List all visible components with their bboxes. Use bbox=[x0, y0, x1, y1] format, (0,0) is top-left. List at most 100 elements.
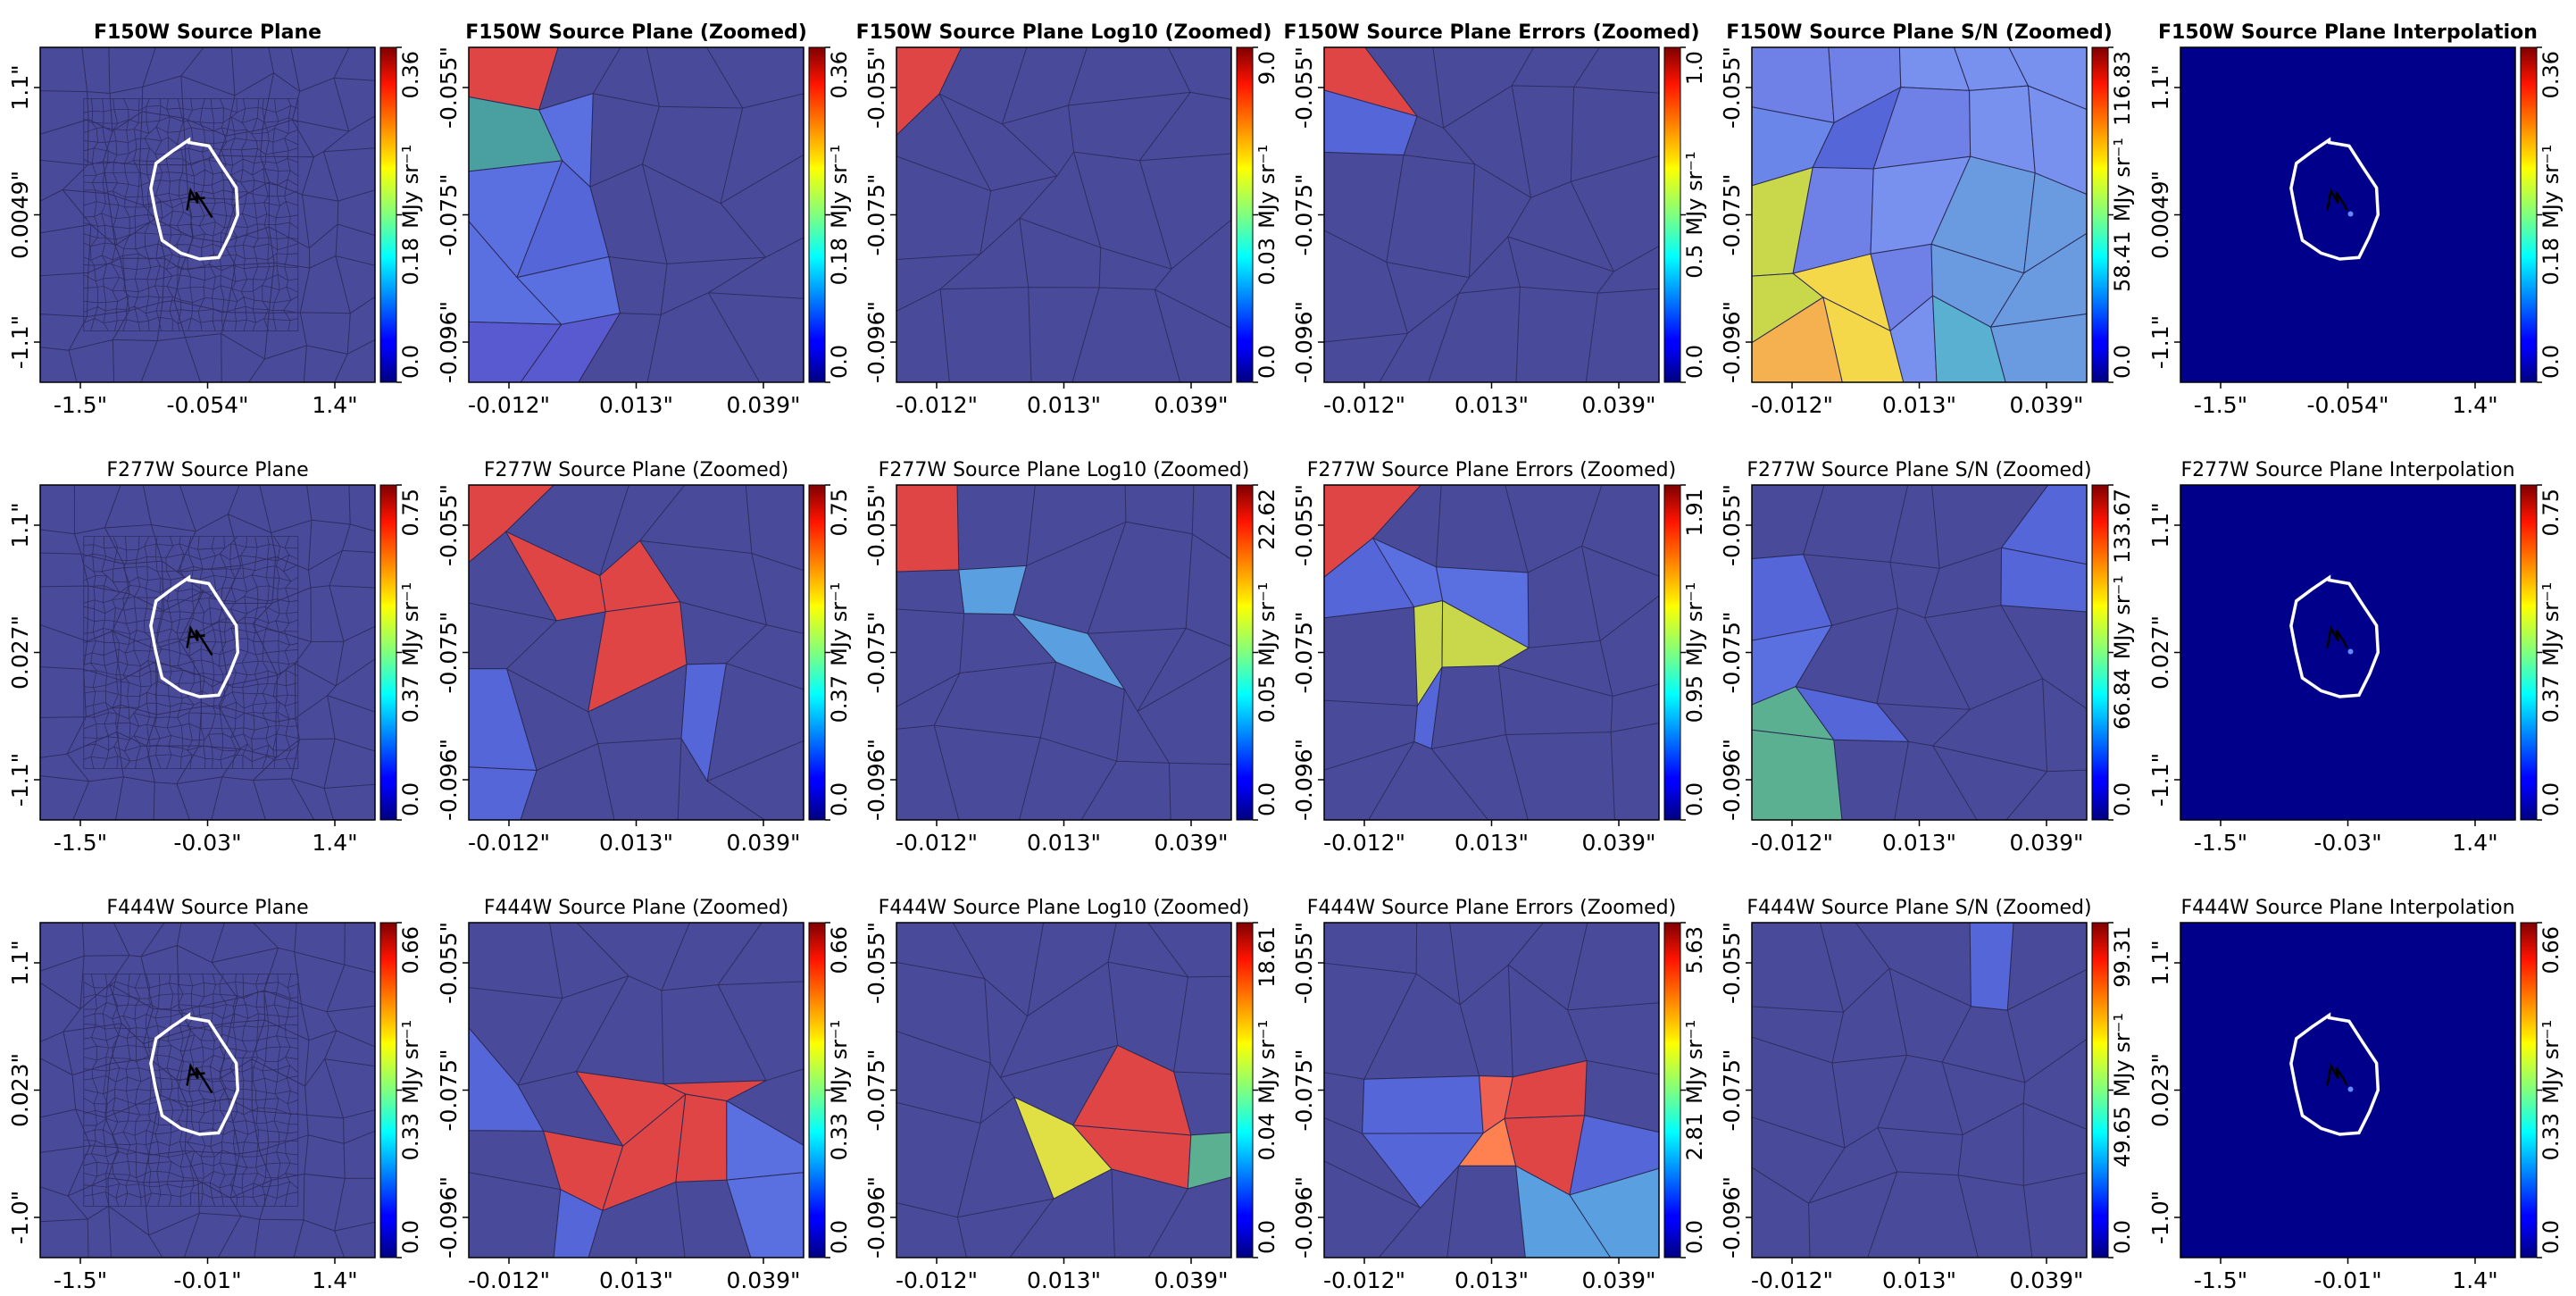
colorbar-unit: MJy sr⁻¹ bbox=[1255, 582, 1280, 666]
y-tick-label: -1.1" bbox=[2147, 315, 2173, 369]
colorbar-mid-value: 0.33 bbox=[398, 1113, 423, 1160]
colorbar bbox=[2091, 484, 2109, 821]
colorbar-tick-label: 0.0 bbox=[827, 1220, 852, 1254]
x-tick-label: 0.013" bbox=[1455, 1267, 1529, 1293]
colorbar bbox=[808, 922, 826, 1258]
colorbar-tick-label: 1.0 bbox=[1682, 51, 1707, 85]
panel-f150w-2: F150W Source Plane Log10 (Zoomed) -0.012"… bbox=[856, 21, 1280, 418]
highlighted-cell bbox=[1752, 296, 1843, 382]
x-tick-label: 0.039" bbox=[1154, 830, 1228, 856]
colorbar-mid-value: 0.5 bbox=[1682, 245, 1707, 279]
colorbar-mid-value: 0.18 bbox=[398, 238, 423, 285]
colorbar-tick-label: 0.0 bbox=[2538, 1220, 2563, 1254]
colorbar-mid-value: 0.33 bbox=[2538, 1113, 2563, 1160]
colorbar-label: 0.37 MJy sr⁻¹ bbox=[398, 582, 423, 723]
y-tick-label: -0.055" bbox=[863, 46, 889, 129]
colorbar-tick-label: 0.0 bbox=[2110, 782, 2135, 816]
x-tick-label: 0.013" bbox=[1027, 392, 1101, 418]
y-tick-label: -0.055" bbox=[436, 46, 462, 129]
panel-background bbox=[2180, 923, 2515, 1258]
highlighted-cell bbox=[680, 663, 727, 783]
panel-f444w-3: F444W Source Plane Errors (Zoomed) -0.012… bbox=[1291, 897, 1707, 1293]
y-tick-label: -0.075" bbox=[1719, 611, 1745, 693]
colorbar-mid-value: 0.37 bbox=[398, 675, 423, 723]
critical-curve bbox=[2326, 624, 2348, 649]
colorbar-tick-label: 0.0 bbox=[827, 345, 852, 379]
highlighted-cell bbox=[1969, 923, 2014, 1011]
y-tick-label: -0.075" bbox=[1291, 173, 1317, 255]
highlighted-cell bbox=[1822, 296, 1905, 382]
colorbar bbox=[808, 46, 826, 383]
y-tick-label: -0.075" bbox=[436, 173, 462, 255]
y-tick-label: -0.075" bbox=[1291, 1049, 1317, 1131]
colorbar-tick-label: 0.75 bbox=[398, 489, 423, 536]
colorbar-unit: MJy sr⁻¹ bbox=[398, 582, 423, 666]
panel-image bbox=[40, 485, 375, 820]
colorbar-label: 49.65 MJy sr⁻¹ bbox=[2110, 1013, 2135, 1167]
panel-f150w-0: F150W Source Plane -1.5" -0.054" 1.4" 1.1" 0.… bbox=[7, 21, 423, 418]
highlighted-cell bbox=[1361, 1133, 1485, 1209]
x-tick-label: 0.013" bbox=[1882, 392, 1956, 418]
x-tick-label: -0.012" bbox=[1751, 830, 1833, 856]
x-tick-label: 0.013" bbox=[1455, 392, 1529, 418]
colorbar-mid-value: 0.33 bbox=[827, 1113, 852, 1160]
x-tick-label: 0.039" bbox=[1581, 1267, 1655, 1293]
x-tick-label: 0.039" bbox=[1581, 392, 1655, 418]
y-tick-label: -0.096" bbox=[863, 739, 889, 821]
x-tick-label: 0.013" bbox=[1882, 1267, 1956, 1293]
colorbar bbox=[1236, 484, 1254, 821]
panel-title: F444W Source Plane Log10 (Zoomed) bbox=[879, 897, 1250, 919]
panel-image bbox=[896, 923, 1231, 1258]
highlighted-cell bbox=[1362, 1074, 1484, 1134]
colorbar-label: 0.37 MJy sr⁻¹ bbox=[2538, 582, 2563, 723]
x-tick-label: -0.01" bbox=[173, 1267, 241, 1293]
highlighted-cell bbox=[896, 485, 960, 573]
panel-title: F150W Source Plane Log10 (Zoomed) bbox=[856, 21, 1272, 44]
panel-image bbox=[40, 923, 375, 1258]
y-tick-label: -1.1" bbox=[7, 753, 33, 807]
colorbar-mid-value: 0.18 bbox=[2538, 238, 2563, 285]
panel-title: F150W Source Plane S/N (Zoomed) bbox=[1726, 21, 2113, 44]
highlighted-cell bbox=[726, 1100, 804, 1181]
highlighted-cell bbox=[516, 255, 621, 325]
colorbar-tick-label: 0.0 bbox=[398, 782, 423, 816]
colorbar-tick-label: 0.36 bbox=[827, 51, 852, 98]
colorbar-mid-value: 0.37 bbox=[2538, 675, 2563, 723]
highlighted-cell bbox=[2027, 85, 2087, 196]
panel-f444w-2: F444W Source Plane Log10 (Zoomed) -0.012"… bbox=[863, 897, 1280, 1293]
colorbar-unit: MJy sr⁻¹ bbox=[1682, 582, 1707, 666]
mesh-lines bbox=[896, 47, 1231, 382]
colorbar-tick-label: 1.91 bbox=[1682, 489, 1707, 536]
panel-f277w-2: F277W Source Plane Log10 (Zoomed) -0.012"… bbox=[863, 459, 1280, 856]
colorbar bbox=[1236, 922, 1254, 1258]
colorbar-tick-label: 18.61 bbox=[1255, 926, 1280, 988]
colorbar-unit: MJy sr⁻¹ bbox=[827, 582, 852, 666]
panel-image bbox=[2180, 485, 2515, 820]
y-tick-label: 0.027" bbox=[7, 615, 33, 690]
x-tick-label: 0.039" bbox=[2009, 392, 2083, 418]
x-tick-label: 1.4" bbox=[2452, 1267, 2497, 1293]
colorbar-mid-value: 0.95 bbox=[1682, 675, 1707, 723]
colorbar-label: 0.95 MJy sr⁻¹ bbox=[1682, 582, 1707, 723]
x-tick-label: 1.4" bbox=[312, 1267, 357, 1293]
colorbar-tick-label: 0.75 bbox=[2538, 489, 2563, 536]
colorbar-mid-value: 0.37 bbox=[827, 675, 852, 723]
colorbar-tick-label: 9.0 bbox=[1255, 51, 1280, 85]
colorbar-tick-label: 0.0 bbox=[1255, 782, 1280, 816]
y-tick-label: -0.075" bbox=[1719, 1049, 1745, 1131]
x-tick-label: 0.039" bbox=[726, 830, 800, 856]
x-tick-label: 0.039" bbox=[1154, 1267, 1228, 1293]
y-tick-label: 1.1" bbox=[2147, 502, 2173, 548]
panel-f444w-5: F444W Source Plane Interpolation -1.5" -0.… bbox=[2147, 897, 2563, 1293]
colorbar-unit: MJy sr⁻¹ bbox=[2110, 575, 2135, 659]
highlighted-cell bbox=[726, 1172, 804, 1258]
colorbar bbox=[379, 46, 397, 383]
colorbar-tick-label: 0.66 bbox=[2538, 926, 2563, 974]
highlighted-cell bbox=[1569, 1115, 1659, 1196]
caustic-curve bbox=[2289, 1012, 2380, 1136]
y-tick-label: -0.055" bbox=[1291, 922, 1317, 1004]
highlighted-cell bbox=[1187, 1132, 1231, 1190]
colorbar-tick-label: 0.0 bbox=[1255, 345, 1280, 379]
source-blob bbox=[2347, 1086, 2354, 1092]
colorbar bbox=[2091, 922, 2109, 1258]
